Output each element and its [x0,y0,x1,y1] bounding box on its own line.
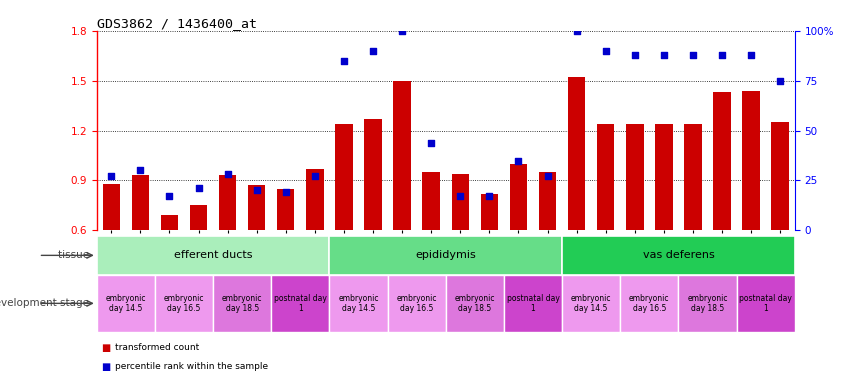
Bar [679,275,737,332]
Text: efferent ducts: efferent ducts [174,250,252,260]
Bar [277,189,294,230]
Bar [743,91,759,230]
Bar [597,124,615,230]
Bar [161,215,178,230]
Bar [480,194,498,230]
Text: epididymis: epididymis [415,250,476,260]
Bar [713,92,731,230]
Bar [620,275,679,332]
Point [744,51,758,58]
Point [162,194,176,200]
Point [308,174,321,180]
Text: ■: ■ [101,362,110,372]
Bar [131,175,149,230]
Text: embryonic
day 14.5: embryonic day 14.5 [106,294,146,313]
Bar [336,124,352,230]
Point [657,51,670,58]
Point [395,28,409,34]
Point [337,58,351,64]
Point [483,194,496,200]
Text: embryonic
day 18.5: embryonic day 18.5 [222,294,262,313]
Point [425,139,438,146]
Bar [510,164,527,230]
Text: development stage: development stage [0,298,93,308]
Text: embryonic
day 16.5: embryonic day 16.5 [396,294,436,313]
Text: percentile rank within the sample: percentile rank within the sample [115,362,268,371]
Text: vas deferens: vas deferens [643,250,714,260]
Bar [155,275,213,332]
Bar [568,77,585,230]
Bar [306,169,324,230]
Text: embryonic
day 18.5: embryonic day 18.5 [455,294,495,313]
Text: postnatal day
1: postnatal day 1 [739,294,792,313]
Text: embryonic
day 18.5: embryonic day 18.5 [687,294,727,313]
Point [221,171,235,177]
Bar [452,174,469,230]
Bar [422,172,440,230]
Text: embryonic
day 14.5: embryonic day 14.5 [571,294,611,313]
Bar [219,175,236,230]
Point [192,185,205,192]
Point [628,51,642,58]
Text: embryonic
day 16.5: embryonic day 16.5 [629,294,669,313]
Bar [446,275,504,332]
Bar [248,185,266,230]
Point [250,187,263,194]
Point [104,174,118,180]
Bar [737,275,795,332]
Bar [213,275,271,332]
Point [367,48,380,54]
Text: embryonic
day 16.5: embryonic day 16.5 [164,294,204,313]
Point [541,174,554,180]
Bar [771,122,789,230]
Bar [562,236,795,275]
Bar [685,124,701,230]
Bar [330,236,562,275]
Text: transformed count: transformed count [115,343,199,352]
Text: postnatal day
1: postnatal day 1 [274,294,327,313]
Point [134,167,147,174]
Point [716,51,729,58]
Bar [394,81,410,230]
Text: ■: ■ [101,343,110,353]
Bar [330,275,388,332]
Bar [103,184,120,230]
Bar [271,275,330,332]
Point [279,189,293,195]
Text: embryonic
day 14.5: embryonic day 14.5 [338,294,378,313]
Text: postnatal day
1: postnatal day 1 [506,294,559,313]
Bar [655,124,673,230]
Text: GDS3862 / 1436400_at: GDS3862 / 1436400_at [97,17,257,30]
Point [599,48,612,54]
Text: tissue: tissue [58,250,93,260]
Point [686,51,700,58]
Bar [97,236,330,275]
Bar [562,275,621,332]
Bar [364,119,382,230]
Bar [190,205,207,230]
Point [774,78,787,84]
Bar [388,275,446,332]
Point [570,28,584,34]
Bar [626,124,643,230]
Bar [504,275,562,332]
Bar [97,275,155,332]
Point [511,157,525,164]
Bar [539,172,556,230]
Point [453,194,467,200]
